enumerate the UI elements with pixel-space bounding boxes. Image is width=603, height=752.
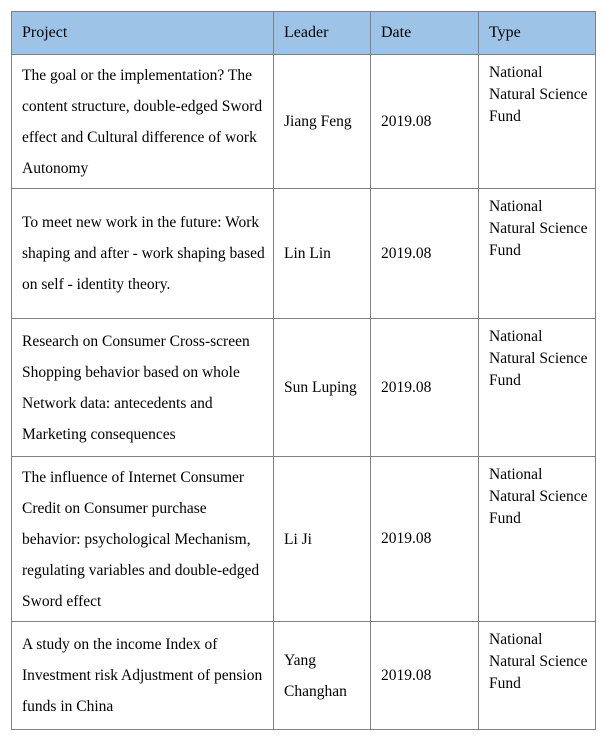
table-header-row: Project Leader Date Type (11, 11, 596, 55)
project-cell: The influence of Internet Consumer Credi… (11, 456, 274, 622)
leader-cell: Jiang Feng (273, 54, 371, 189)
header-type: Type (478, 11, 596, 55)
date-cell: 2019.08 (370, 318, 479, 457)
type-cell: National Natural Science Fund (478, 54, 596, 189)
project-cell: To meet new work in the future: Work sha… (11, 188, 274, 319)
header-date: Date (370, 11, 479, 55)
project-cell: Research on Consumer Cross-screen Shoppi… (11, 318, 274, 457)
table-row: Research on Consumer Cross-screen Shoppi… (11, 318, 596, 457)
date-cell: 2019.08 (370, 621, 479, 730)
table-row: The influence of Internet Consumer Credi… (11, 456, 596, 622)
project-cell: A study on the income Index of Investmen… (11, 621, 274, 730)
date-cell: 2019.08 (370, 188, 479, 319)
date-cell: 2019.08 (370, 456, 479, 622)
type-cell: National Natural Science Fund (478, 318, 596, 457)
leader-cell: Sun Luping (273, 318, 371, 457)
table-row: To meet new work in the future: Work sha… (11, 188, 596, 319)
leader-cell: Yang Changhan (273, 621, 371, 730)
type-cell: National Natural Science Fund (478, 456, 596, 622)
leader-cell: Lin Lin (273, 188, 371, 319)
leader-cell: Li Ji (273, 456, 371, 622)
type-cell: National Natural Science Fund (478, 621, 596, 730)
type-cell: National Natural Science Fund (478, 188, 596, 319)
date-cell: 2019.08 (370, 54, 479, 189)
header-leader: Leader (273, 11, 371, 55)
header-project: Project (11, 11, 274, 55)
project-cell: The goal or the implementation? The cont… (11, 54, 274, 189)
table-row: The goal or the implementation? The cont… (11, 54, 596, 189)
research-projects-table: Project Leader Date Type The goal or the… (11, 11, 596, 730)
table-row: A study on the income Index of Investmen… (11, 621, 596, 730)
